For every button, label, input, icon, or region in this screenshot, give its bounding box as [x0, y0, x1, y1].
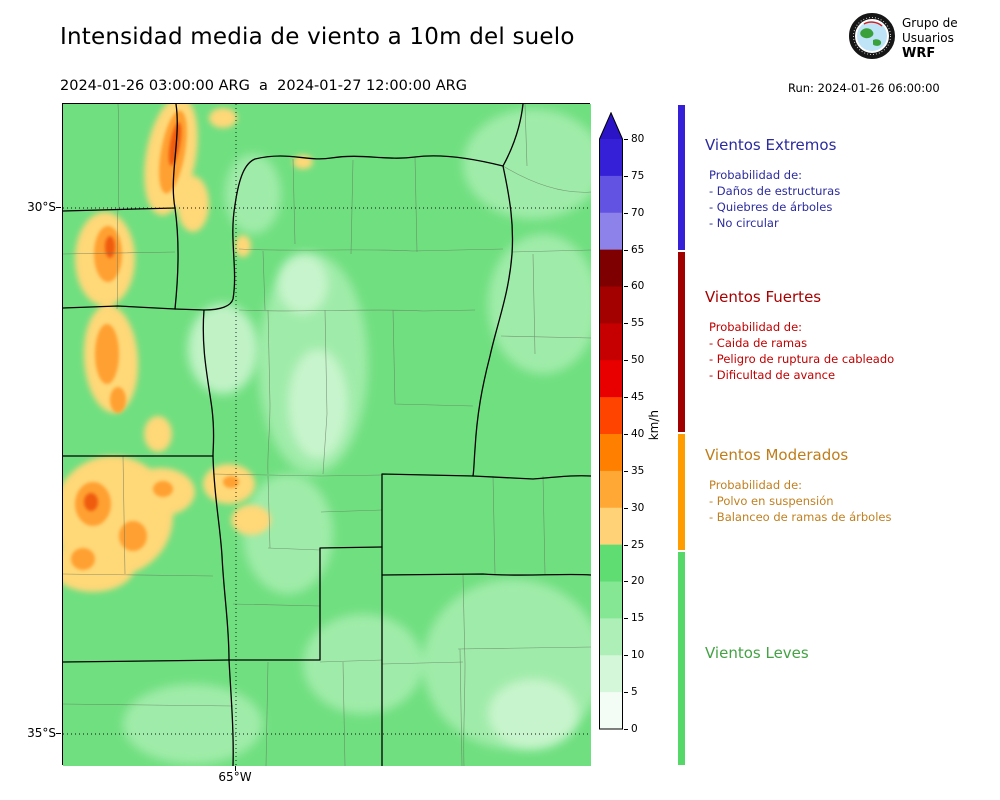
logo-text: Grupo de Usuarios WRF [902, 13, 958, 61]
colorbar-tick: 55 [624, 317, 644, 329]
globe-logo-icon [849, 13, 895, 59]
legend-section-fuertes: Vientos Fuertes Probabilidad de: - Caida… [705, 288, 990, 383]
colorbar-extend-arrow [599, 112, 623, 139]
legend-title: Vientos Extremos [705, 136, 837, 154]
colorbar-tick: 70 [624, 207, 644, 219]
colorbar-tick: 65 [624, 244, 644, 256]
legend-item: - Balanceo de ramas de árboles [709, 510, 892, 524]
colorbar [599, 112, 623, 730]
wind-intensity-map [62, 103, 591, 766]
page-title: Intensidad media de viento a 10m del sue… [60, 24, 575, 50]
axis-tick [56, 733, 61, 734]
strip-fuertes [678, 252, 685, 432]
strip-moderados [678, 434, 685, 550]
legend-section-leves: Vientos Leves [705, 644, 990, 662]
colorbar-tick: 5 [624, 686, 638, 698]
legend-item: - Dificultad de avance [709, 368, 836, 382]
logo-line-1: Grupo de [902, 16, 958, 30]
model-run-label: Run: 2024-01-26 06:00:00 [788, 81, 940, 95]
legend-body: Probabilidad de: - Caida de ramas - Peli… [705, 319, 990, 383]
valid-period-label: 2024-01-26 03:00:00 ARG a 2024-01-27 12:… [60, 78, 467, 94]
lightest-wind-patches [188, 254, 578, 749]
legend-item: - Polvo en suspensión [709, 494, 834, 508]
legend-subtitle: Probabilidad de: [709, 478, 803, 492]
colorbar-tick: 15 [624, 612, 644, 624]
legend-color-strip [678, 105, 685, 765]
legend-subtitle: Probabilidad de: [709, 168, 803, 182]
colorbar-outline [599, 112, 623, 730]
legend-subtitle: Probabilidad de: [709, 320, 803, 334]
colorbar-tick: 20 [624, 575, 644, 587]
legend-body: Probabilidad de: - Daños de estructuras … [705, 167, 990, 231]
legend-item: - No circular [709, 216, 779, 230]
colorbar-tick: 25 [624, 539, 644, 551]
colorbar-tick: 30 [624, 502, 644, 514]
province-boundaries [63, 104, 591, 766]
legend-title: Vientos Fuertes [705, 288, 822, 306]
department-boundaries [63, 104, 591, 766]
legend-title: Vientos Leves [705, 644, 809, 662]
colorbar-tick: 80 [624, 133, 644, 145]
colorbar-tick: 40 [624, 428, 644, 440]
logo-line-3: WRF [902, 46, 936, 61]
strip-extremos [678, 105, 685, 250]
legend-item: - Quiebres de árboles [709, 200, 833, 214]
lat-label-35s: 35°S [27, 726, 56, 740]
legend-section-extremos: Vientos Extremos Probabilidad de: - Daño… [705, 136, 990, 231]
latlon-gridlines [63, 104, 591, 766]
colorbar-tick: 0 [624, 723, 638, 735]
lon-label-65w: 65°W [218, 770, 252, 784]
colorbar-tick: 50 [624, 354, 644, 366]
legend-item: - Daños de estructuras [709, 184, 841, 198]
wind-field-canvas [63, 104, 591, 766]
colorbar-tick: 10 [624, 649, 644, 661]
colorbar-tick: 75 [624, 170, 644, 182]
wrf-user-group-logo: Grupo de Usuarios WRF [849, 13, 958, 61]
lat-label-30s: 30°S [27, 200, 56, 214]
strongest-wind-cores [84, 122, 182, 511]
legend-section-moderados: Vientos Moderados Probabilidad de: - Pol… [705, 446, 990, 525]
axis-tick [56, 207, 61, 208]
colorbar-tick: 35 [624, 465, 644, 477]
legend-title: Vientos Moderados [705, 446, 849, 464]
colorbar-unit-label: km/h [647, 410, 661, 441]
strip-leves [678, 552, 685, 765]
axis-tick [235, 766, 236, 771]
legend-item: - Caida de ramas [709, 336, 808, 350]
colorbar-tick: 45 [624, 391, 644, 403]
logo-line-2: Usuarios [902, 31, 954, 45]
colorbar-tick: 60 [624, 280, 644, 292]
legend-item: - Peligro de ruptura de cableado [709, 352, 895, 366]
legend-body: Probabilidad de: - Polvo en suspensión -… [705, 477, 990, 525]
